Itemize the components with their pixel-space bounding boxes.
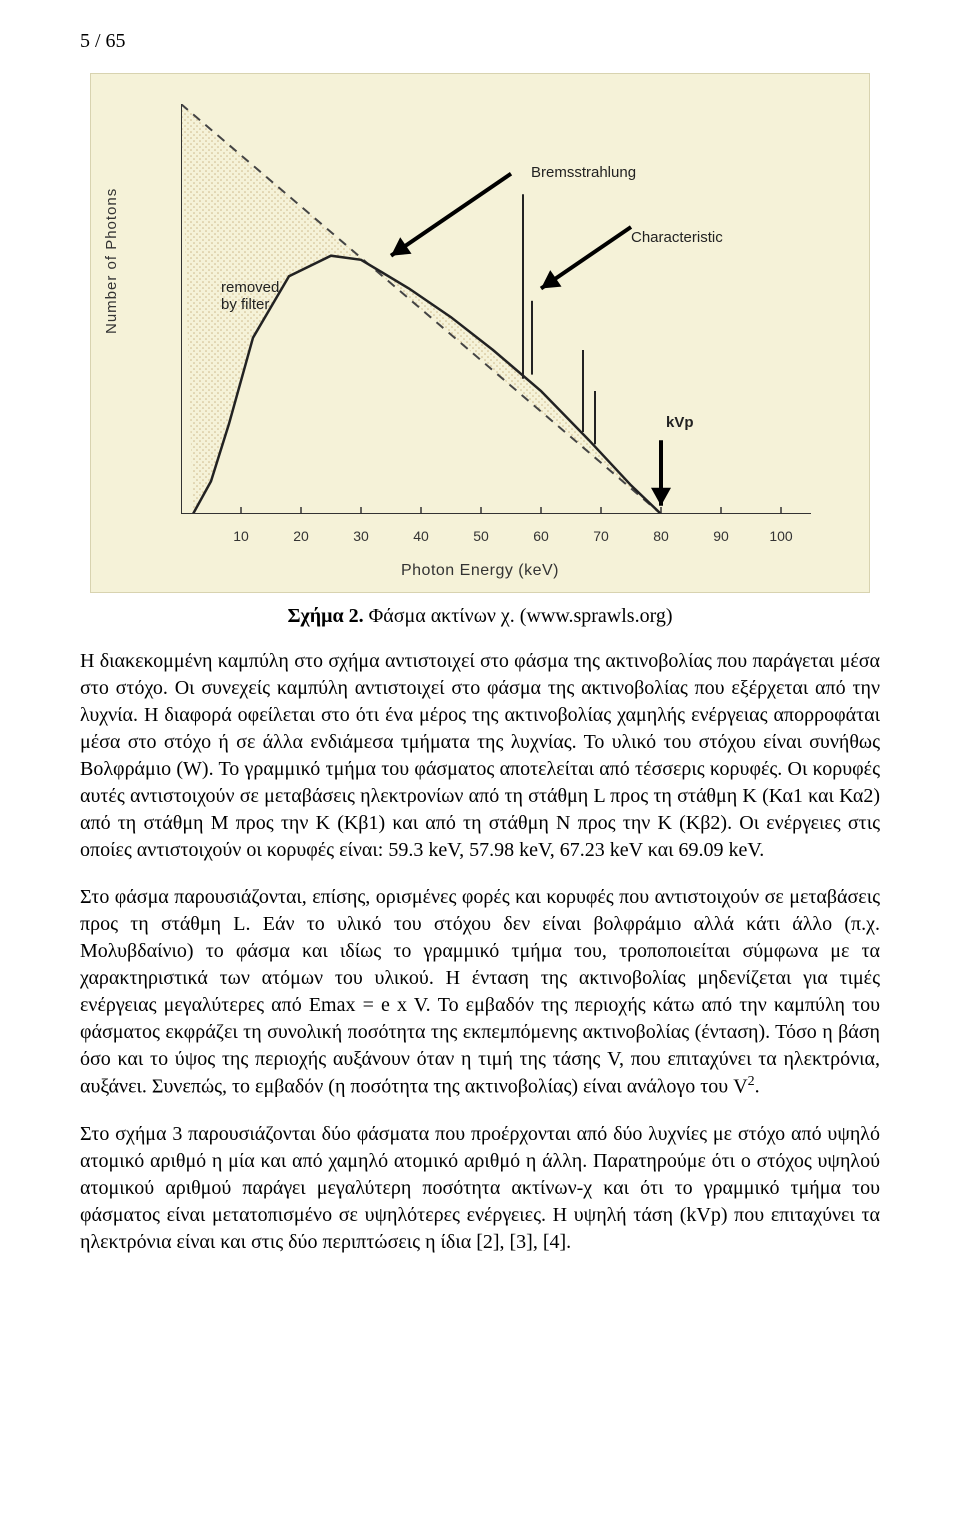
page-number: 5 / 65 [80,30,880,53]
figure-container: Number of Photons removed by filter Brem… [90,73,870,593]
caption-bold: Σχήμα 2. [287,605,368,627]
x-tick-label: 90 [713,528,729,544]
callout-kvp: kVp [666,414,694,431]
paragraph-2-sup: 2 [748,1074,755,1089]
spectrum-figure: Number of Photons removed by filter Brem… [90,73,870,593]
x-tick-label: 10 [233,528,249,544]
figure-caption: Σχήμα 2. Φάσμα ακτίνων χ. (www.sprawls.o… [80,605,880,628]
x-tick-label: 80 [653,528,669,544]
y-axis-label: Number of Photons [103,188,120,334]
callout-bremsstrahlung: Bremsstrahlung [531,164,636,181]
paragraph-2b: . [755,1076,760,1098]
x-tick-label: 60 [533,528,549,544]
paragraph-2: Στο φάσμα παρουσιάζονται, επίσης, ορισμέ… [80,884,880,1101]
paragraph-2a: Στο φάσμα παρουσιάζονται, επίσης, ορισμέ… [80,886,880,1098]
paragraph-3: Στο σχήμα 3 παρουσιάζονται δύο φάσματα π… [80,1121,880,1256]
x-tick-label: 40 [413,528,429,544]
x-tick-label: 100 [769,528,792,544]
document-page: 5 / 65 Number of Photons removed by filt… [0,0,960,1334]
x-tick-label: 70 [593,528,609,544]
caption-text: Φάσμα ακτίνων χ. (www.sprawls.org) [369,605,673,627]
callout-characteristic: Characteristic [631,229,723,246]
x-tick-label: 20 [293,528,309,544]
paragraph-1: Η διακεκομμένη καμπύλη στο σχήμα αντιστο… [80,648,880,864]
x-axis-label: Photon Energy (keV) [91,562,869,580]
x-tick-label: 50 [473,528,489,544]
x-tick-label: 30 [353,528,369,544]
callout-removed-by-filter: removed by filter [221,279,279,313]
